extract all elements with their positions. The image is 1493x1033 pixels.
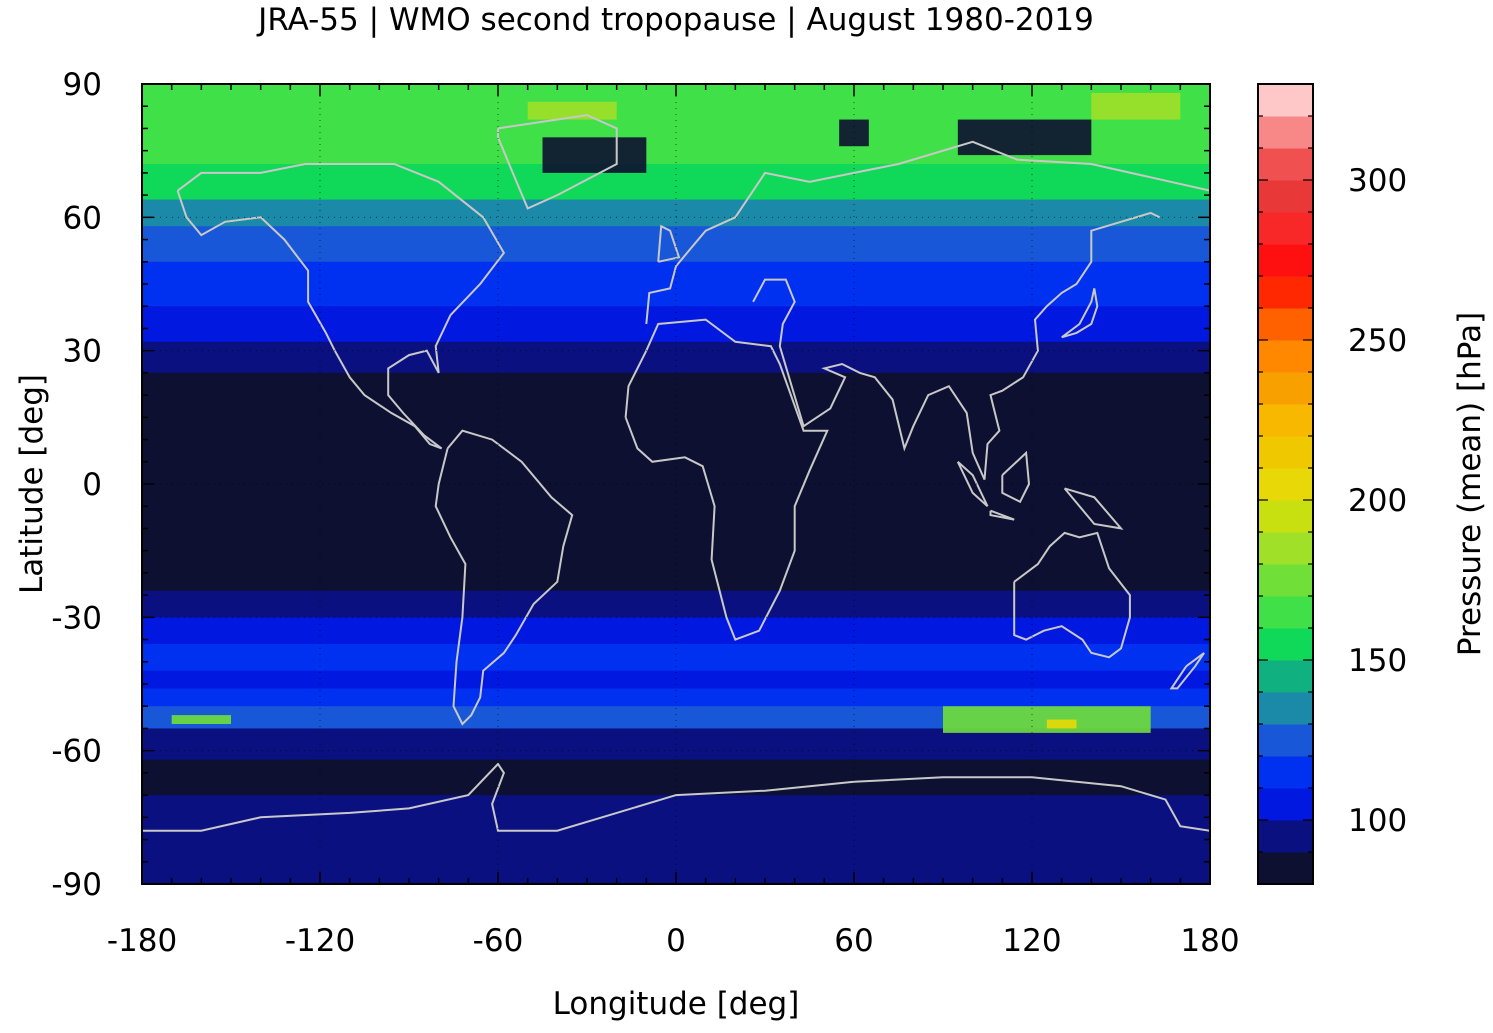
grid-lines [142, 84, 1210, 884]
colorbar-level [1258, 148, 1313, 181]
colorbar-tick-label: 250 [1348, 323, 1407, 359]
colorbar-tick-label: 100 [1348, 803, 1407, 839]
colorbar-level [1258, 404, 1313, 437]
coastline [1169, 652, 1205, 690]
colorbar-level [1258, 340, 1313, 373]
heatmap-patch-southern-ocean-high [171, 715, 231, 724]
colorbar-level [1258, 788, 1313, 821]
coastline [434, 429, 574, 726]
y-tick-label: -30 [51, 600, 102, 636]
coastline [497, 114, 618, 210]
colorbar-level [1258, 596, 1313, 629]
colorbar-level [1258, 756, 1313, 789]
x-axis: -180 -120 -60 0 60 120 180 [107, 84, 1240, 959]
coastline [176, 163, 506, 450]
colorbar-level [1258, 372, 1313, 405]
y-tick-label: 90 [63, 67, 102, 103]
x-tick-label: 180 [1180, 923, 1239, 959]
colorbar-frame [1257, 83, 1314, 885]
x-tick-label: -180 [107, 923, 177, 959]
heatmap-band [142, 564, 1210, 592]
heatmap-patch-arctic-low-patches [957, 119, 1092, 156]
y-tick-label: -60 [51, 734, 102, 770]
heatmap-patch-southern-peak [1046, 719, 1077, 729]
coastline [1061, 288, 1099, 339]
coastline [624, 318, 829, 641]
x-tick-label: 120 [1002, 923, 1061, 959]
x-axis-label: Longitude [deg] [553, 986, 800, 1022]
y-axis-label: Latitude [deg] [14, 374, 50, 594]
colorbar-level [1258, 84, 1313, 117]
coastline [142, 762, 1210, 832]
colorbar-level [1258, 852, 1313, 885]
heatmap-patch-arctic-high [527, 101, 617, 120]
heatmap-band [142, 164, 1210, 201]
coastline [989, 509, 1015, 521]
heatmap-patch-arctic-low-patches [542, 137, 647, 173]
y-axis: 90 60 30 0 -30 -60 -90 [51, 67, 1210, 903]
heatmap-band [142, 670, 1210, 689]
x-tick-label: 60 [834, 923, 873, 959]
coastline [1001, 450, 1031, 504]
chart-title: JRA-55 | WMO second tropopause | August … [256, 2, 1094, 38]
colorbar-level [1258, 244, 1313, 277]
colorbar-level [1258, 692, 1313, 725]
heatmap-band [142, 372, 1210, 485]
colorbar-level [1258, 820, 1313, 853]
colorbar-level [1258, 308, 1313, 341]
x-tick-label: 0 [666, 923, 686, 959]
heatmap-band [142, 759, 1210, 796]
colorbar-level [1258, 436, 1313, 469]
colorbar-level [1258, 500, 1313, 533]
colorbar-level [1258, 212, 1313, 245]
coastline [752, 211, 1161, 481]
colorbar-level [1258, 724, 1313, 757]
coastline [956, 461, 989, 507]
coastlines [142, 114, 1210, 832]
colorbar-level [1258, 628, 1313, 661]
colorbar-level [1258, 532, 1313, 565]
x-tick-label: -120 [285, 923, 355, 959]
heatmap-band [142, 830, 1210, 867]
colorbar-tick-label: 150 [1348, 643, 1407, 679]
colorbar-level [1258, 468, 1313, 501]
colorbar-level [1258, 116, 1313, 149]
y-tick-label: 60 [63, 200, 102, 236]
colorbar: 100 150 200 250 300 [1257, 83, 1407, 885]
colorbar-level [1258, 660, 1313, 693]
colorbar-level [1258, 180, 1313, 213]
colorbar-level [1258, 276, 1313, 309]
coastline [1013, 531, 1131, 659]
colorbar-tick-label: 300 [1348, 163, 1407, 199]
y-tick-label: -90 [51, 867, 102, 903]
heatmap-band [142, 590, 1210, 618]
heatmap-band [142, 226, 1210, 263]
y-tick-label: 0 [82, 467, 102, 503]
heatmap-patch-southern-ocean-high [943, 706, 1151, 733]
colorbar-label: Pressure (mean) [hPa] [1452, 312, 1488, 656]
coastline [657, 224, 681, 263]
coastline [1063, 487, 1124, 530]
heatmap-band [142, 795, 1210, 832]
colorbar-tick-label: 200 [1348, 483, 1407, 519]
coastline [645, 140, 1210, 325]
heatmap-band [142, 341, 1210, 374]
x-tick-label: -60 [473, 923, 524, 959]
heatmap-patch-arctic-high [1091, 92, 1181, 120]
heatmap-band [142, 688, 1210, 707]
y-tick-label: 30 [63, 334, 102, 370]
heatmap-band [142, 484, 1210, 565]
colorbar-level [1258, 564, 1313, 597]
